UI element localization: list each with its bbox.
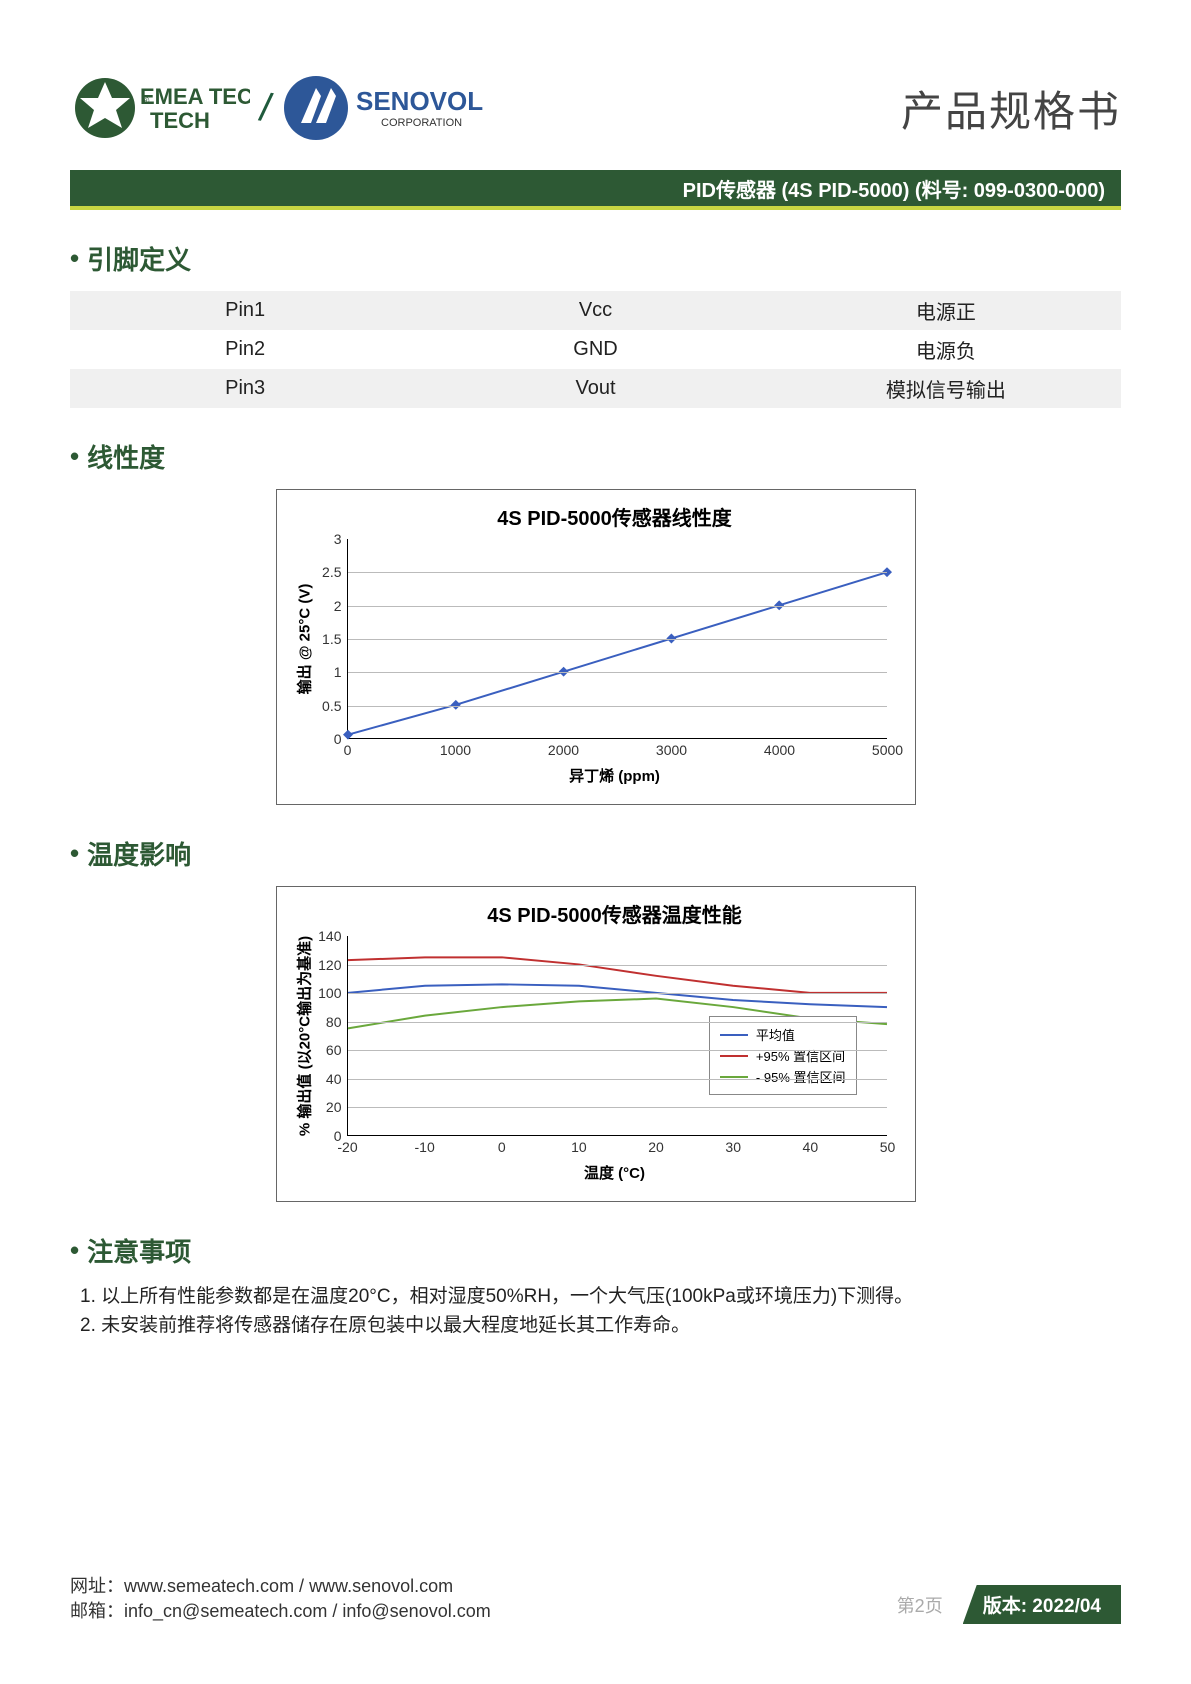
svg-text:SENOVOL: SENOVOL xyxy=(356,86,483,116)
table-row: Pin1Vcc电源正 xyxy=(70,291,1121,330)
x-tick: 1000 xyxy=(440,738,471,758)
footer: 网址：www.semeatech.com / www.senovol.com 邮… xyxy=(70,1574,1121,1624)
chart2-plot-area: % 输出值 (以20°C输出为基准) 平均值+95% 置信区间- 95% 置信区… xyxy=(347,936,887,1136)
table-cell: Pin1 xyxy=(70,291,420,330)
table-row: Pin3Vout模拟信号输出 xyxy=(70,369,1121,408)
legend-item: - 95% 置信区间 xyxy=(720,1067,846,1086)
y-tick: 2 xyxy=(334,598,348,614)
y-tick: 80 xyxy=(326,1014,348,1030)
table-cell: 模拟信号输出 xyxy=(771,369,1121,408)
y-tick: 120 xyxy=(318,957,347,973)
notes-list: 1. 以上所有性能参数都是在温度20°C，相对湿度50%RH，一个大气压(100… xyxy=(70,1283,1121,1340)
y-tick: 20 xyxy=(326,1099,348,1115)
section-title-notes: 注意事项 xyxy=(70,1232,1121,1269)
table-cell: GND xyxy=(420,330,770,369)
chart2-ylabel: % 输出值 (以20°C输出为基准) xyxy=(293,935,314,1135)
web-value: www.semeatech.com / www.senovol.com xyxy=(124,1576,453,1596)
x-tick: 20 xyxy=(648,1135,664,1155)
mail-label: 邮箱： xyxy=(70,1601,124,1621)
header: EMEA TECH ® TECH / SENOVOL CORPORATION 产… xyxy=(70,60,1121,156)
y-tick: 0.5 xyxy=(322,698,347,714)
note-item: 1. 以上所有性能参数都是在温度20°C，相对湿度50%RH，一个大气压(100… xyxy=(80,1283,1121,1312)
y-tick: 2.5 xyxy=(322,564,347,580)
x-tick: 4000 xyxy=(764,738,795,758)
banner-text: PID传感器 (4S PID-5000) (料号: 099-0300-000) xyxy=(683,174,1105,203)
x-tick: 40 xyxy=(803,1135,819,1155)
chart2-xlabel: 温度 (°C) xyxy=(327,1162,903,1183)
chart2-legend: 平均值 +95% 置信区间 - 95% 置信区间 xyxy=(709,1016,857,1095)
logo-separator: / xyxy=(256,85,275,131)
x-tick: 50 xyxy=(880,1135,896,1155)
x-tick: 0 xyxy=(498,1135,506,1155)
temperature-chart: 4S PID-5000传感器温度性能 % 输出值 (以20°C输出为基准) 平均… xyxy=(276,886,916,1202)
product-banner: PID传感器 (4S PID-5000) (料号: 099-0300-000) xyxy=(70,170,1121,210)
svg-text:®: ® xyxy=(142,96,150,107)
table-row: Pin2GND电源负 xyxy=(70,330,1121,369)
version-badge: 版本: 2022/04 xyxy=(963,1585,1121,1624)
table-cell: Vcc xyxy=(420,291,770,330)
chart1-ylabel: 输出 @ 25°C (V) xyxy=(293,583,314,694)
table-cell: 电源正 xyxy=(771,291,1121,330)
x-tick: 0 xyxy=(344,738,352,758)
chart1-title: 4S PID-5000传感器线性度 xyxy=(327,502,903,531)
document-title: 产品规格书 xyxy=(901,78,1121,139)
linearity-chart: 4S PID-5000传感器线性度 输出 @ 25°C (V) 00.511.5… xyxy=(276,489,916,805)
note-item: 2. 未安装前推荐将传感器储存在原包装中以最大程度地延长其工作寿命。 xyxy=(80,1312,1121,1341)
y-tick: 3 xyxy=(334,531,348,547)
semeatech-logo: EMEA TECH ® TECH xyxy=(70,68,250,148)
x-tick: 5000 xyxy=(872,738,903,758)
senovol-logo: SENOVOL CORPORATION xyxy=(281,68,511,148)
chart1-plot-area: 输出 @ 25°C (V) 00.511.522.530100020003000… xyxy=(347,539,887,739)
pin-table: Pin1Vcc电源正Pin2GND电源负Pin3Vout模拟信号输出 xyxy=(70,291,1121,408)
x-tick: -10 xyxy=(415,1135,435,1155)
x-tick: 2000 xyxy=(548,738,579,758)
y-tick: 1.5 xyxy=(322,631,347,647)
footer-right: 第2页 版本: 2022/04 xyxy=(897,1585,1121,1624)
svg-text:CORPORATION: CORPORATION xyxy=(381,117,462,129)
x-tick: -20 xyxy=(337,1135,357,1155)
table-cell: 电源负 xyxy=(771,330,1121,369)
x-tick: 10 xyxy=(571,1135,587,1155)
y-tick: 140 xyxy=(318,928,347,944)
section-title-temperature: 温度影响 xyxy=(70,835,1121,872)
legend-item: 平均值 xyxy=(720,1025,846,1044)
y-tick: 40 xyxy=(326,1071,348,1087)
footer-contact: 网址：www.semeatech.com / www.senovol.com 邮… xyxy=(70,1574,491,1624)
y-tick: 100 xyxy=(318,985,347,1001)
chart2-title: 4S PID-5000传感器温度性能 xyxy=(327,899,903,928)
section-title-linearity: 线性度 xyxy=(70,438,1121,475)
chart1-xlabel: 异丁烯 (ppm) xyxy=(327,765,903,786)
svg-text:EMEA TECH: EMEA TECH xyxy=(140,84,250,109)
table-cell: Vout xyxy=(420,369,770,408)
table-cell: Pin2 xyxy=(70,330,420,369)
svg-text:TECH: TECH xyxy=(150,108,210,133)
x-tick: 3000 xyxy=(656,738,687,758)
section-title-pins: 引脚定义 xyxy=(70,240,1121,277)
table-cell: Pin3 xyxy=(70,369,420,408)
y-tick: 60 xyxy=(326,1042,348,1058)
logo-group: EMEA TECH ® TECH / SENOVOL CORPORATION xyxy=(70,68,511,148)
x-tick: 30 xyxy=(725,1135,741,1155)
y-tick: 1 xyxy=(334,664,348,680)
legend-item: +95% 置信区间 xyxy=(720,1046,846,1065)
mail-value: info_cn@semeatech.com / info@senovol.com xyxy=(124,1601,491,1621)
web-label: 网址： xyxy=(70,1576,124,1596)
page-number: 第2页 xyxy=(897,1592,943,1618)
